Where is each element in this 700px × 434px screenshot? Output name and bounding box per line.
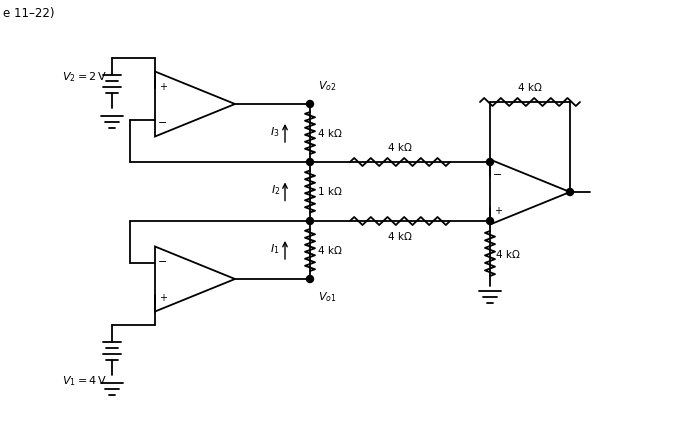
Text: $I_3$: $I_3$	[270, 125, 280, 138]
Text: $V_1 = 4\,\mathrm{V}$: $V_1 = 4\,\mathrm{V}$	[62, 374, 107, 387]
Text: 4 kΩ: 4 kΩ	[496, 249, 520, 259]
Circle shape	[307, 101, 314, 108]
Text: +: +	[159, 293, 167, 302]
Text: 4 kΩ: 4 kΩ	[318, 129, 342, 139]
Text: $I_2$: $I_2$	[271, 183, 280, 197]
Text: e 11–22): e 11–22)	[3, 7, 55, 20]
Text: $V_{o2}$: $V_{o2}$	[318, 79, 337, 93]
Circle shape	[486, 159, 493, 166]
Text: $V_2 = 2\,\mathrm{V}$: $V_2 = 2\,\mathrm{V}$	[62, 70, 107, 83]
Text: −: −	[158, 118, 168, 128]
Text: $V_{o1}$: $V_{o1}$	[318, 289, 337, 303]
Circle shape	[566, 189, 573, 196]
Text: +: +	[159, 82, 167, 92]
Text: 1 kΩ: 1 kΩ	[318, 187, 342, 197]
Circle shape	[307, 218, 314, 225]
Circle shape	[307, 276, 314, 283]
Text: −: −	[158, 256, 168, 266]
Text: $I_1$: $I_1$	[270, 242, 280, 255]
Circle shape	[486, 218, 493, 225]
Text: 4 kΩ: 4 kΩ	[318, 246, 342, 256]
Circle shape	[307, 159, 314, 166]
Text: 4 kΩ: 4 kΩ	[388, 143, 412, 153]
Text: −: −	[494, 169, 503, 179]
Text: +: +	[494, 206, 502, 216]
Text: 4 kΩ: 4 kΩ	[388, 231, 412, 241]
Text: 4 kΩ: 4 kΩ	[518, 83, 542, 93]
